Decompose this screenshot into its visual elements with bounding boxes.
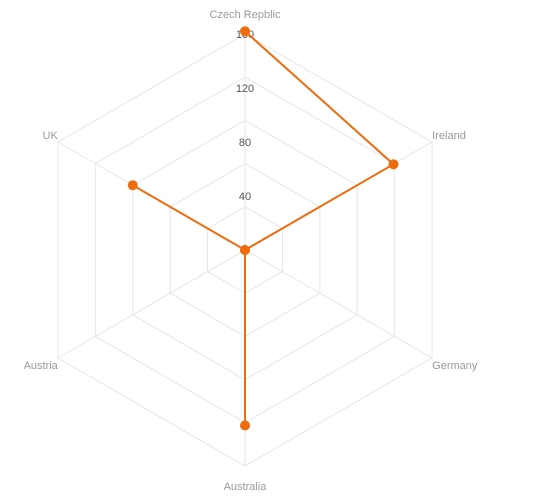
series-layer bbox=[127, 26, 399, 431]
data-point-ireland[interactable] bbox=[388, 159, 399, 170]
category-labels: Czech Repblic Ireland Germany Australia Aust… bbox=[24, 9, 478, 493]
category-label-uk: UK bbox=[43, 130, 59, 142]
category-label-austria: Austria bbox=[24, 360, 59, 372]
data-point-uk[interactable] bbox=[127, 180, 138, 191]
data-point-austria[interactable] bbox=[240, 245, 250, 255]
category-label-australia: Australia bbox=[224, 481, 268, 493]
tick-label-80: 80 bbox=[239, 137, 251, 149]
tick-label-120: 120 bbox=[236, 83, 254, 95]
spoke-austria bbox=[57, 249, 246, 359]
spoke-germany bbox=[244, 249, 433, 359]
tick-label-40: 40 bbox=[239, 191, 251, 203]
series-line-1 bbox=[132, 30, 395, 427]
category-label-czech-repblic: Czech Repblic bbox=[210, 9, 281, 21]
category-label-germany: Germany bbox=[432, 360, 478, 372]
category-label-ireland: Ireland bbox=[432, 130, 466, 142]
data-point-czech-repblic[interactable] bbox=[240, 26, 250, 37]
data-point-australia[interactable] bbox=[240, 420, 250, 431]
